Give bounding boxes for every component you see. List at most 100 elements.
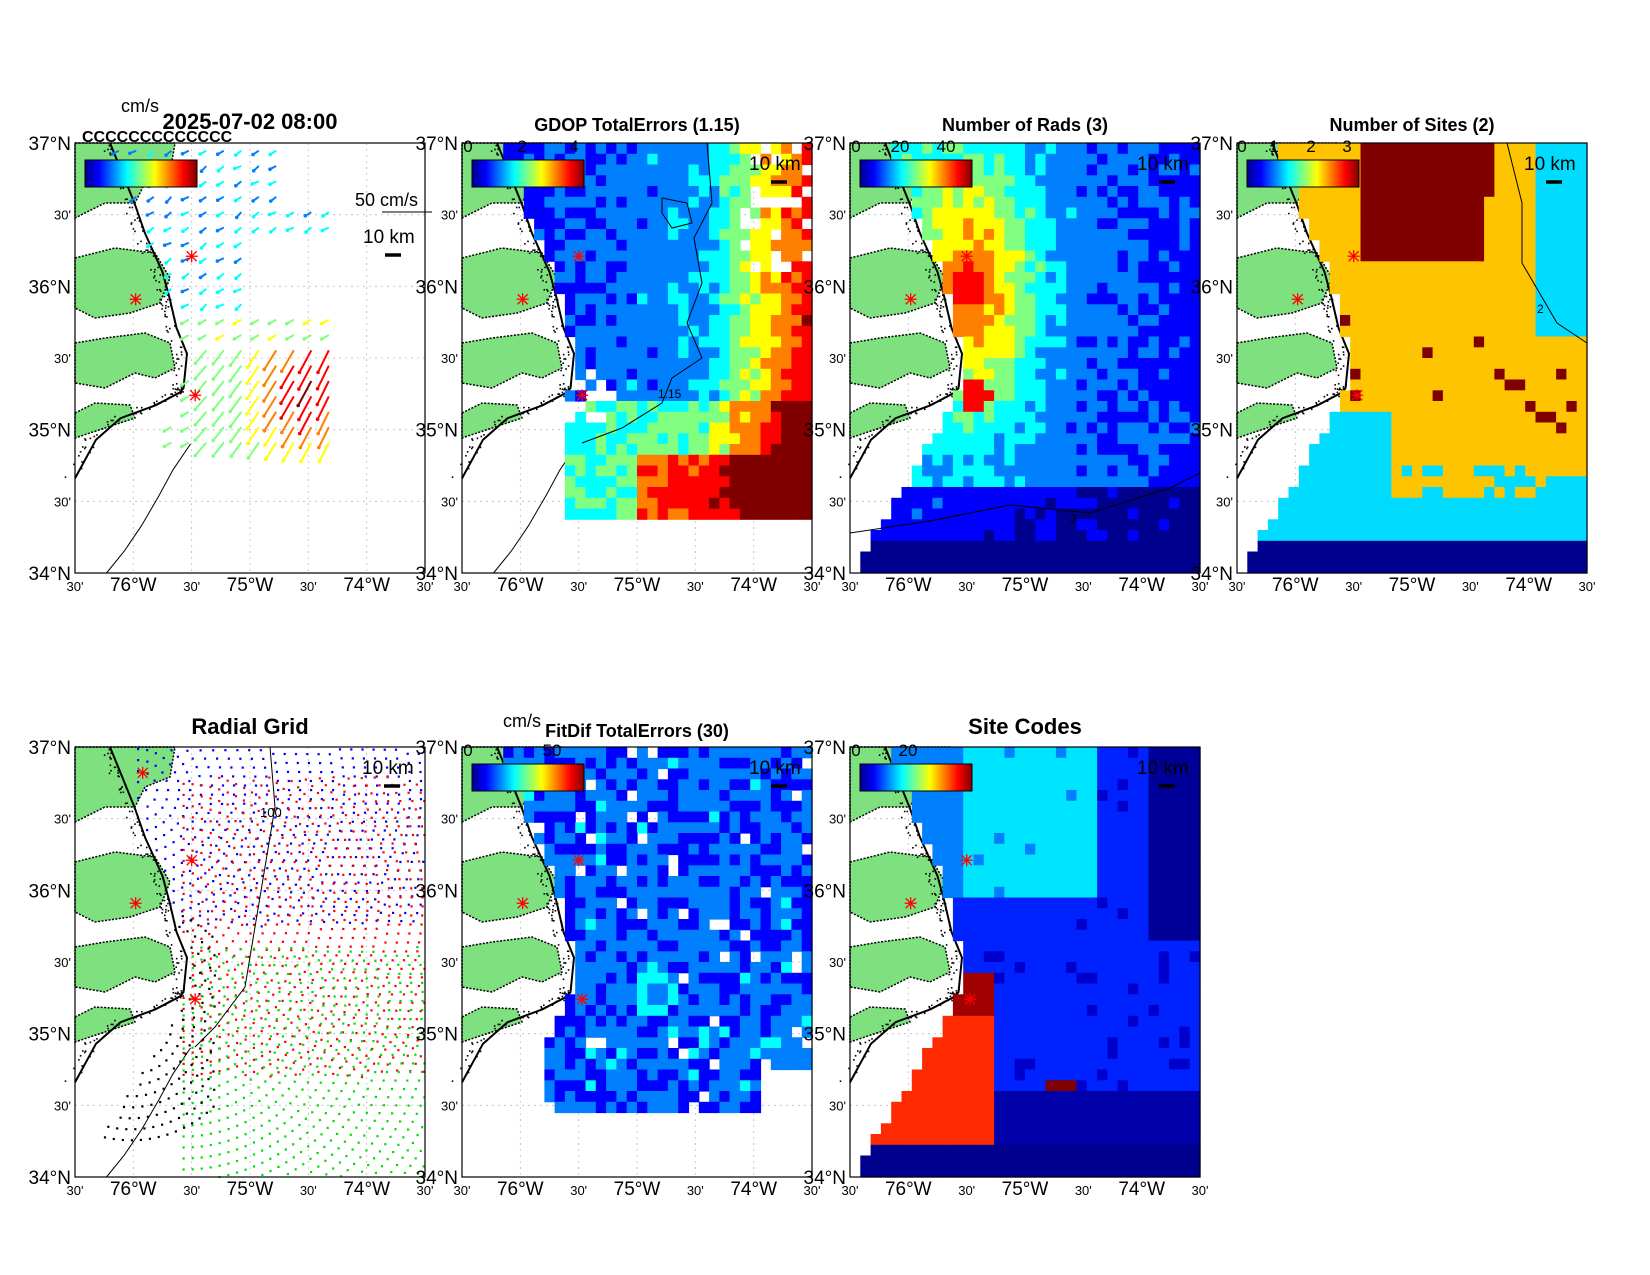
panel-rads-title: Number of Rads (3) <box>942 115 1108 135</box>
lat-tick-label: 34°N <box>804 1168 846 1189</box>
colorbar-tick-label: 0 <box>463 741 472 760</box>
lat-tick-label: 30' <box>54 208 71 223</box>
lon-tick-label: 74°W <box>343 575 390 596</box>
scale-label: 10 km <box>1137 758 1189 779</box>
colorbar <box>859 159 973 188</box>
gdop-map: 1.150 2 437°N30'36°N30'35°N30'34°N30' 76°W 3… <box>416 134 821 596</box>
lon-tick-label: 30' <box>183 579 200 594</box>
lat-tick-label: 36°N <box>804 881 846 902</box>
lon-tick-label: 30' <box>804 579 821 594</box>
lon-tick-label: 30' <box>454 1183 471 1198</box>
radial-contour <box>194 746 276 1048</box>
radial-contour-label: 100 <box>260 805 282 820</box>
site-marker <box>904 293 917 306</box>
lon-tick-label: 30' <box>687 579 704 594</box>
lat-tick-label: 35°N <box>29 421 71 442</box>
lat-tick-label: 37°N <box>804 134 846 155</box>
site-marker <box>129 293 142 306</box>
sites-map: 20 1 2 337°N30'36°N30'35°N30'34°N30' 76°W 30'… <box>1191 134 1596 596</box>
gdop-contour: 1.15 <box>581 142 713 444</box>
lon-tick-label: 76°W <box>110 575 157 596</box>
panel-rads: Number of Rads (3) 30 20 4037°N30'36°N30'3… <box>804 115 1209 596</box>
site-marker <box>576 993 589 1006</box>
colorbar-tick-label: 2 <box>1306 137 1315 156</box>
vector-scale-label: 50 cm/s <box>355 190 418 210</box>
axes-frame <box>74 746 426 1178</box>
panel-sitecodes-title: Site Codes <box>968 714 1082 739</box>
site-marker <box>960 250 973 263</box>
lon-tick-label: 75°W <box>614 575 661 596</box>
site-marker <box>964 993 977 1006</box>
lon-tick-label: 76°W <box>497 1179 544 1200</box>
lat-tick-label: 30' <box>441 812 458 827</box>
lon-tick-label: 30' <box>570 1183 587 1198</box>
site-marker <box>516 897 529 910</box>
scale-label: 10 km <box>362 758 414 779</box>
lat-tick-label: 30' <box>829 351 846 366</box>
lon-tick-label: 75°W <box>1389 575 1436 596</box>
lat-tick-label: 30' <box>441 208 458 223</box>
scale-label: 10 km <box>749 758 801 779</box>
lat-tick-label: 30' <box>54 1098 71 1113</box>
site-marker <box>516 293 529 306</box>
colorbar-tick-label: 4 <box>569 137 578 156</box>
lon-tick-label: 30' <box>1345 579 1362 594</box>
colorbar-tick-label: 20 <box>891 137 910 156</box>
velocity-unit-label: cm/s <box>121 96 159 116</box>
panel-sitecodes: Site Codes 0 2037°N30'36°N30'35°N30'34°N3… <box>804 714 1209 1200</box>
lon-tick-label: 30' <box>958 1183 975 1198</box>
colorbar-tick-label: 0 <box>1237 137 1246 156</box>
lon-tick-label: 75°W <box>1002 1179 1049 1200</box>
lon-tick-label: 30' <box>454 579 471 594</box>
colorbar <box>471 159 585 188</box>
lat-tick-label: 30' <box>441 494 458 509</box>
value-grid <box>503 143 813 520</box>
panel-fitdif-title: FitDif TotalErrors (30) <box>545 721 729 741</box>
value-grid <box>503 747 813 1114</box>
lon-tick-label: 30' <box>804 1183 821 1198</box>
lon-tick-label: 76°W <box>885 575 932 596</box>
panel-gdop-title: GDOP TotalErrors (1.15) <box>534 115 739 135</box>
lat-tick-label: 34°N <box>1191 564 1233 585</box>
colorbar-tick-label: 3 <box>1342 137 1351 156</box>
lon-tick-label: 30' <box>1075 579 1092 594</box>
lat-tick-label: 37°N <box>416 738 458 759</box>
value-grid <box>860 747 1201 1178</box>
lon-tick-label: 30' <box>1075 1183 1092 1198</box>
velocity-overlap-text: CCCCCCCCCCCCC <box>82 129 233 146</box>
scale-label: 10 km <box>363 227 415 248</box>
lon-tick-label: 76°W <box>885 1179 932 1200</box>
lon-tick-label: 75°W <box>227 1179 274 1200</box>
lat-tick-label: 37°N <box>29 134 71 155</box>
lat-tick-label: 30' <box>441 351 458 366</box>
lat-tick-label: 36°N <box>416 277 458 298</box>
lat-tick-label: 30' <box>54 351 71 366</box>
site-marker <box>189 389 202 402</box>
lon-tick-label: 30' <box>958 579 975 594</box>
colorbar <box>859 763 973 792</box>
lat-tick-label: 30' <box>829 1098 846 1113</box>
velocity-vectors <box>110 149 330 464</box>
lon-tick-label: 30' <box>842 1183 859 1198</box>
lon-tick-label: 74°W <box>730 1179 777 1200</box>
site-marker <box>572 250 585 263</box>
panel-velocity-title: 2025-07-02 08:00 <box>163 109 338 134</box>
lat-tick-label: 34°N <box>416 1168 458 1189</box>
lat-tick-label: 37°N <box>416 134 458 155</box>
lon-tick-label: 30' <box>300 579 317 594</box>
lat-tick-label: 37°N <box>1191 134 1233 155</box>
colorbar-tick-label: 2 <box>517 137 526 156</box>
lon-tick-label: 30' <box>183 1183 200 1198</box>
lat-tick-label: 30' <box>829 208 846 223</box>
lat-tick-label: 35°N <box>804 421 846 442</box>
lon-tick-label: 75°W <box>227 575 274 596</box>
fitdif-unit-label: cm/s <box>503 711 541 731</box>
lon-tick-label: 74°W <box>1118 575 1165 596</box>
panel-radial-title: Radial Grid <box>191 714 308 739</box>
lon-tick-label: 30' <box>570 579 587 594</box>
